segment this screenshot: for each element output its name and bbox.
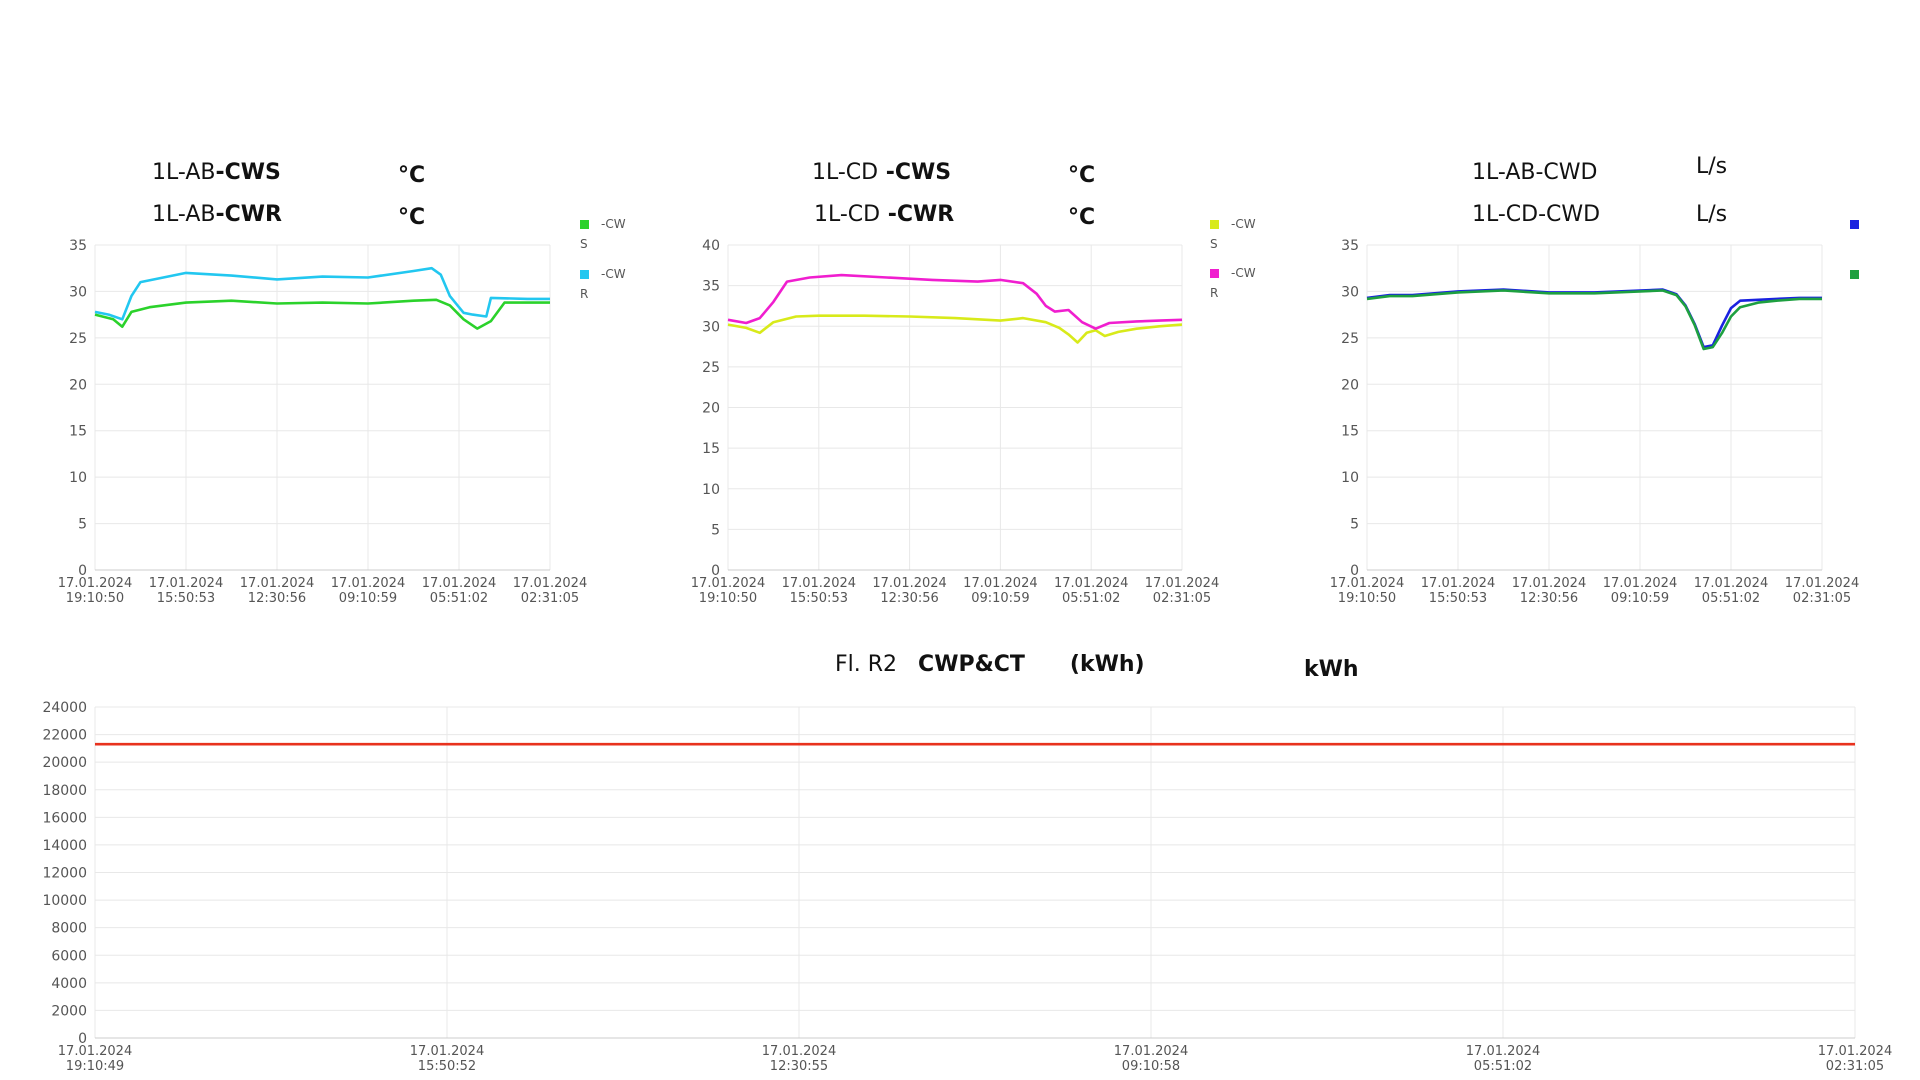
chart2-legend-cws[interactable]: -CW S bbox=[1210, 217, 1256, 251]
x-tick-label: 05:51:02 bbox=[430, 591, 488, 606]
chart2-title-line1: 1L-CD -CWS bbox=[812, 160, 951, 185]
plot-area: 0510152025303517.01.202419:10:5017.01.20… bbox=[58, 238, 587, 606]
legend-swatch bbox=[580, 270, 589, 279]
chart1-legend-cwr[interactable]: -CW R bbox=[580, 267, 626, 301]
chart1-title-suffix: -CWS bbox=[215, 160, 281, 185]
y-tick-label: 5 bbox=[78, 517, 87, 533]
x-tick-label: 17.01.2024 bbox=[58, 576, 132, 591]
chart2-unit-line2: °C bbox=[1068, 205, 1096, 230]
chart3-unit-line2: L/s bbox=[1696, 202, 1728, 227]
chart3-legend-cd[interactable] bbox=[1850, 267, 1871, 281]
x-tick-label: 12:30:56 bbox=[248, 591, 306, 606]
legend-swatch bbox=[1210, 220, 1219, 229]
legend-swatch bbox=[1850, 270, 1859, 279]
chart2-title-line2: 1L-CD -CWR bbox=[814, 202, 954, 227]
y-tick-label: 0 bbox=[78, 563, 87, 579]
legend-sub: S bbox=[580, 237, 588, 251]
series-line bbox=[94, 298, 550, 330]
legend-label: -CW bbox=[1231, 217, 1256, 231]
y-tick-label: 20 bbox=[69, 377, 87, 393]
chart2-title2-prefix: 1L-CD bbox=[814, 202, 881, 227]
chart3-title-line2: 1L-CD-CWD bbox=[1472, 202, 1601, 227]
chart1-title-line2: 1L-AB-CWR bbox=[152, 202, 282, 227]
chart1-unit-line1: °C bbox=[398, 163, 426, 188]
x-tick-label: 17.01.2024 bbox=[149, 576, 223, 591]
y-tick-label: 30 bbox=[69, 284, 87, 300]
chart2-title-suffix: -CWS bbox=[878, 160, 952, 185]
chart2-title2-suffix: -CWR bbox=[880, 202, 955, 227]
chart4-title-part2: CWP&CT bbox=[918, 652, 1025, 677]
legend-label: -CW bbox=[601, 217, 626, 231]
chart1-title-line1: 1L-AB-CWS bbox=[152, 160, 281, 185]
chart2-unit-line1: °C bbox=[1068, 163, 1096, 188]
x-tick-label: 19:10:50 bbox=[66, 591, 124, 606]
legend-label: -CW bbox=[601, 267, 626, 281]
chart1-title2-suffix: -CWR bbox=[215, 202, 282, 227]
x-tick-label: 09:10:59 bbox=[339, 591, 397, 606]
chart4-unit: kWh bbox=[1304, 657, 1359, 682]
chart3-legend-ab[interactable] bbox=[1850, 217, 1871, 231]
chart2-title-prefix: 1L-CD bbox=[812, 160, 879, 185]
chart1-title-prefix: 1L-AB bbox=[152, 160, 216, 185]
legend-sub: R bbox=[580, 287, 589, 301]
x-tick-label: 15:50:53 bbox=[157, 591, 215, 606]
legend-swatch bbox=[1850, 220, 1859, 229]
chart4-title: Fl. R2 CWP&CT (kWh) bbox=[835, 652, 1145, 677]
x-tick-label: 17.01.2024 bbox=[422, 576, 496, 591]
y-tick-label: 25 bbox=[69, 331, 87, 347]
legend-sub: S bbox=[1210, 237, 1218, 251]
x-tick-label: 17.01.2024 bbox=[240, 576, 314, 591]
legend-swatch bbox=[1210, 269, 1219, 278]
chart1-legend-cws[interactable]: -CW S bbox=[580, 217, 626, 251]
legend-sub: R bbox=[1210, 286, 1219, 300]
x-tick-label: 17.01.2024 bbox=[331, 576, 405, 591]
chart3-unit-line1: L/s bbox=[1696, 154, 1728, 179]
chart1-title2-prefix: 1L-AB bbox=[152, 202, 216, 227]
chart2-legend-cwr[interactable]: -CW R bbox=[1210, 266, 1256, 300]
chart4-title-part1: Fl. R2 bbox=[835, 652, 898, 677]
legend-swatch bbox=[580, 220, 589, 229]
y-tick-label: 35 bbox=[69, 238, 87, 254]
x-tick-label: 17.01.2024 bbox=[513, 576, 587, 591]
series-line bbox=[94, 266, 550, 321]
y-tick-label: 15 bbox=[69, 424, 87, 440]
x-tick-label: 02:31:05 bbox=[521, 591, 579, 606]
chart3-title-line1: 1L-AB-CWD bbox=[1472, 160, 1598, 185]
legend-label: -CW bbox=[1231, 266, 1256, 280]
chart1-unit-line2: °C bbox=[398, 205, 426, 230]
y-tick-label: 10 bbox=[69, 470, 87, 486]
chart4-title-part3: (kWh) bbox=[1069, 652, 1145, 677]
